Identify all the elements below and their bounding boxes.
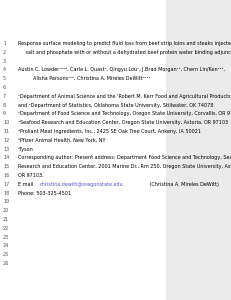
Text: 21: 21 <box>3 217 9 222</box>
Text: 5: 5 <box>3 76 6 81</box>
Text: Alisha Parsons¹²³, Christina A. Mireles DeWitt¹²³⁴: Alisha Parsons¹²³, Christina A. Mireles … <box>18 76 151 81</box>
Bar <box>166 0 231 300</box>
Text: Corresponding author: Present address: Department Food Science and Technology, S: Corresponding author: Present address: D… <box>18 155 231 160</box>
Text: ⁶Pfizer Animal Health, New York, NY: ⁶Pfizer Animal Health, New York, NY <box>18 138 106 143</box>
Text: 14: 14 <box>3 155 9 160</box>
Text: 26: 26 <box>3 261 9 266</box>
Text: 17: 17 <box>3 182 9 187</box>
Text: 16: 16 <box>3 173 9 178</box>
Text: ¹Department of Animal Science and the ʻRobert M. Kerr Food and Agricultural Prod: ¹Department of Animal Science and the ʻR… <box>18 94 231 99</box>
Text: 25: 25 <box>3 252 9 257</box>
Text: 24: 24 <box>3 243 9 248</box>
Text: 7: 7 <box>3 94 6 99</box>
Text: 4: 4 <box>3 68 6 72</box>
Text: 20: 20 <box>3 208 9 213</box>
Text: 18: 18 <box>3 190 9 196</box>
Text: 12: 12 <box>3 138 9 143</box>
Text: salt and phosphate with or without a dehydrated beef protein water binding adjun: salt and phosphate with or without a deh… <box>18 50 231 55</box>
Text: 15: 15 <box>3 164 9 169</box>
Text: 10: 10 <box>3 120 9 125</box>
Text: 6: 6 <box>3 85 6 90</box>
Text: 2: 2 <box>3 50 6 55</box>
Text: ⁴Seafood Research and Education Center, Oregon State University, Astoria, OR 971: ⁴Seafood Research and Education Center, … <box>18 120 228 125</box>
Text: (Christina A. Mireles DeWitt): (Christina A. Mireles DeWitt) <box>148 182 219 187</box>
Text: 22: 22 <box>3 226 9 231</box>
Text: ³Department of Food Science and Technology, Oregon State University, Corvallis, : ³Department of Food Science and Technolo… <box>18 111 231 116</box>
Text: christina.dewitt@oregonstate.edu: christina.dewitt@oregonstate.edu <box>40 182 123 187</box>
Text: Research and Education Center, 2001 Marine Dr., Rm 250, Oregon State University,: Research and Education Center, 2001 Mari… <box>18 164 231 169</box>
Text: Phone: 503-325-4501: Phone: 503-325-4501 <box>18 190 71 196</box>
Text: 1: 1 <box>3 41 6 46</box>
Text: 9: 9 <box>3 111 6 116</box>
Text: ⁵Proliant Meat Ingredients, Inc., 2425 SE Oak Tree Court, Ankeny, IA 50021: ⁵Proliant Meat Ingredients, Inc., 2425 S… <box>18 129 201 134</box>
Text: 19: 19 <box>3 200 9 204</box>
Text: Response surface modeling to predict fluid loss from beef strip loins and steaks: Response surface modeling to predict flu… <box>18 41 231 46</box>
Text: 3: 3 <box>3 58 6 64</box>
Text: and ²Department of Statistics, Oklahoma State University, Stillwater, OK 74078: and ²Department of Statistics, Oklahoma … <box>18 103 213 108</box>
Text: ⁷Tyson: ⁷Tyson <box>18 147 34 152</box>
Text: E mail: E mail <box>18 182 35 187</box>
Text: 11: 11 <box>3 129 9 134</box>
Text: 23: 23 <box>3 235 9 240</box>
Text: 8: 8 <box>3 103 6 108</box>
Text: Austin C. Lowder¹²³⁶, Carla L. Quast¹, Qingyu Lou¹, J.Brad Morgan¹³, Chern Lin/K: Austin C. Lowder¹²³⁶, Carla L. Quast¹, Q… <box>18 68 225 72</box>
Text: OR 97103.: OR 97103. <box>18 173 44 178</box>
Text: 13: 13 <box>3 147 9 152</box>
